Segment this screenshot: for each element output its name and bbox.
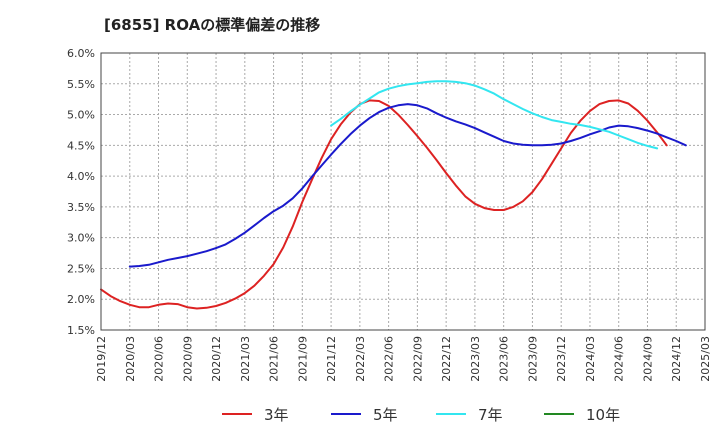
x-tick-label: 2020/12 <box>210 336 223 382</box>
x-tick-label: 2022/03 <box>354 336 367 382</box>
x-tick-label: 2022/06 <box>383 336 396 382</box>
series-line <box>100 99 668 310</box>
chart-title: [6855] ROAの標準偏差の推移 <box>104 16 321 34</box>
y-tick-label: 2.0% <box>67 293 95 306</box>
y-tick-label: 5.0% <box>67 109 95 122</box>
x-tick-label: 2023/03 <box>469 336 482 382</box>
legend: 3年 5年 7年 10年 <box>222 406 620 424</box>
x-axis-ticks: 2019/12 2020/03 2020/06 2020/09 2020/12 2021/… <box>95 336 712 382</box>
x-tick-label: 2024/12 <box>670 336 683 382</box>
y-tick-label: 3.5% <box>67 201 95 214</box>
series-lines <box>100 80 687 310</box>
series-line <box>128 103 687 268</box>
plot-area <box>101 53 705 330</box>
x-tick-label: 2020/09 <box>181 336 194 382</box>
x-tick-label: 2022/09 <box>411 336 424 382</box>
x-tick-label: 2022/12 <box>440 336 453 382</box>
y-tick-label: 2.5% <box>67 262 95 275</box>
x-tick-label: 2021/09 <box>296 336 309 382</box>
plot-frame <box>100 52 706 331</box>
legend-label: 7年 <box>478 406 503 424</box>
x-tick-label: 2021/06 <box>268 336 281 382</box>
legend-label: 5年 <box>373 406 398 424</box>
y-tick-label: 4.5% <box>67 139 95 152</box>
x-tick-label: 2024/06 <box>613 336 626 382</box>
x-tick-label: 2020/06 <box>153 336 166 382</box>
x-tick-label: 2023/06 <box>498 336 511 382</box>
legend-label: 3年 <box>264 406 289 424</box>
x-tick-label: 2024/03 <box>584 336 597 382</box>
x-tick-label: 2023/12 <box>555 336 568 382</box>
y-tick-label: 4.0% <box>67 170 95 183</box>
y-tick-label: 1.5% <box>67 324 95 337</box>
x-tick-label: 2021/12 <box>325 336 338 382</box>
legend-label: 10年 <box>586 406 620 424</box>
x-tick-label: 2021/03 <box>239 336 252 382</box>
x-tick-label: 2019/12 <box>95 336 108 382</box>
x-tick-label: 2023/09 <box>526 336 539 382</box>
y-tick-label: 6.0% <box>67 47 95 60</box>
x-tick-label: 2025/03 <box>699 336 712 382</box>
y-tick-label: 3.0% <box>67 232 95 245</box>
series-line <box>330 80 659 150</box>
y-tick-label: 5.5% <box>67 78 95 91</box>
x-tick-label: 2020/03 <box>124 336 137 382</box>
x-tick-label: 2024/09 <box>641 336 654 382</box>
y-axis-ticks: 6.0% 5.5% 5.0% 4.5% 4.0% 3.5% 3.0% 2.5% 2.0% 1.5% <box>67 47 95 337</box>
